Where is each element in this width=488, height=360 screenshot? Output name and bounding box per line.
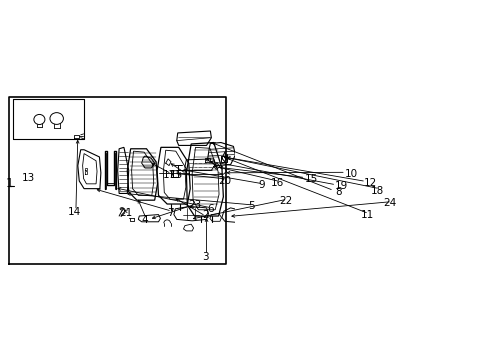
Text: 3: 3 <box>202 252 208 262</box>
Text: 15: 15 <box>304 174 317 184</box>
Text: 13: 13 <box>22 172 35 183</box>
Text: 23: 23 <box>187 201 201 211</box>
Text: 9: 9 <box>258 180 264 190</box>
Text: 10: 10 <box>344 169 357 179</box>
Text: 5: 5 <box>248 201 254 211</box>
Text: 17: 17 <box>163 170 176 180</box>
Text: 21: 21 <box>119 208 132 218</box>
Text: 1: 1 <box>6 177 14 190</box>
Text: 16: 16 <box>270 178 284 188</box>
Text: 7: 7 <box>167 208 173 218</box>
Text: 12: 12 <box>364 178 377 188</box>
Text: 19: 19 <box>335 181 348 191</box>
Text: 11: 11 <box>360 210 373 220</box>
Text: 24: 24 <box>383 198 396 208</box>
Text: 8: 8 <box>334 187 341 197</box>
Text: 2: 2 <box>202 210 208 220</box>
Text: 18: 18 <box>370 185 384 195</box>
Ellipse shape <box>34 114 45 125</box>
Text: 14: 14 <box>68 207 81 217</box>
Text: 22: 22 <box>279 195 292 206</box>
Text: 4: 4 <box>142 215 148 225</box>
Text: 15: 15 <box>170 170 183 180</box>
Ellipse shape <box>50 113 63 125</box>
Text: 20: 20 <box>218 176 231 186</box>
Text: 6: 6 <box>206 204 213 214</box>
